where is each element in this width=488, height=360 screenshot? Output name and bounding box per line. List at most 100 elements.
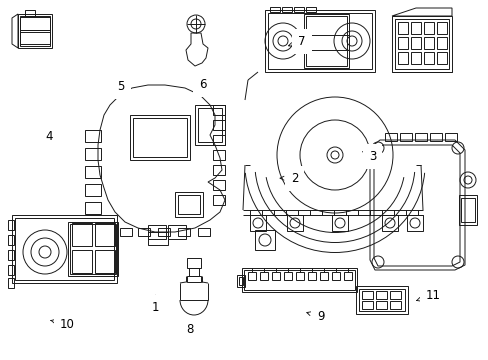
Bar: [271, 272, 280, 280]
Text: 9: 9: [306, 310, 324, 323]
Bar: [381, 215, 397, 231]
Text: 7: 7: [288, 35, 305, 48]
Bar: [307, 272, 315, 280]
Bar: [70, 224, 116, 274]
Bar: [95, 223, 115, 246]
Bar: [247, 272, 256, 280]
Bar: [361, 301, 372, 309]
Text: 3: 3: [362, 150, 376, 163]
Bar: [394, 19, 448, 69]
Bar: [295, 272, 304, 280]
Bar: [249, 215, 265, 231]
Bar: [389, 301, 400, 309]
Bar: [389, 291, 400, 299]
Bar: [355, 286, 407, 314]
Bar: [20, 17, 50, 30]
Bar: [375, 291, 386, 299]
Bar: [213, 120, 224, 130]
Bar: [282, 7, 291, 12]
Text: 4: 4: [45, 130, 53, 143]
Bar: [384, 133, 396, 141]
Text: 10: 10: [51, 318, 74, 330]
Bar: [213, 180, 224, 190]
Bar: [414, 133, 426, 141]
Bar: [242, 268, 356, 292]
Bar: [85, 130, 101, 142]
Bar: [213, 165, 224, 175]
Bar: [460, 198, 474, 222]
Bar: [85, 184, 101, 196]
Bar: [198, 108, 222, 142]
Bar: [264, 10, 374, 72]
Bar: [8, 235, 14, 245]
Bar: [391, 16, 451, 72]
Bar: [213, 150, 224, 160]
Bar: [331, 215, 347, 231]
Bar: [72, 250, 92, 273]
Bar: [18, 14, 52, 48]
Bar: [178, 228, 190, 236]
Bar: [458, 195, 476, 225]
Bar: [244, 270, 354, 290]
Bar: [375, 301, 386, 309]
Bar: [436, 37, 446, 49]
Bar: [305, 7, 315, 12]
Bar: [133, 118, 186, 157]
Bar: [25, 10, 35, 16]
Bar: [361, 291, 372, 299]
Bar: [343, 272, 351, 280]
Bar: [410, 22, 420, 34]
Bar: [406, 215, 422, 231]
Bar: [213, 105, 224, 115]
Bar: [8, 250, 14, 260]
Bar: [397, 37, 407, 49]
Bar: [284, 272, 291, 280]
Bar: [12, 215, 117, 283]
Bar: [410, 52, 420, 64]
Bar: [195, 105, 224, 145]
Bar: [85, 202, 101, 214]
Bar: [20, 32, 50, 44]
Bar: [213, 135, 224, 145]
Bar: [397, 52, 407, 64]
Bar: [267, 13, 371, 69]
Text: 5: 5: [117, 80, 125, 93]
Text: 8: 8: [185, 323, 193, 336]
Text: 2: 2: [280, 172, 298, 185]
Bar: [95, 250, 115, 273]
Bar: [239, 277, 243, 285]
Bar: [305, 16, 346, 66]
Bar: [423, 22, 433, 34]
Bar: [213, 195, 224, 205]
Bar: [148, 225, 165, 239]
Bar: [423, 37, 433, 49]
Bar: [237, 275, 244, 287]
Bar: [20, 16, 50, 46]
Bar: [186, 276, 201, 282]
Bar: [72, 223, 92, 246]
Bar: [138, 228, 150, 236]
Bar: [358, 289, 404, 311]
Bar: [15, 218, 114, 280]
Bar: [8, 278, 14, 288]
Text: 11: 11: [416, 289, 440, 302]
Bar: [175, 192, 203, 217]
Text: 6: 6: [199, 78, 206, 91]
Bar: [293, 7, 304, 12]
Bar: [8, 265, 14, 275]
Bar: [269, 7, 280, 12]
Bar: [158, 228, 170, 236]
Bar: [436, 52, 446, 64]
Bar: [423, 52, 433, 64]
Bar: [254, 230, 274, 250]
Bar: [8, 220, 14, 230]
Bar: [120, 228, 132, 236]
Bar: [304, 14, 348, 68]
Bar: [286, 215, 303, 231]
Bar: [397, 22, 407, 34]
Bar: [399, 133, 411, 141]
Bar: [85, 166, 101, 178]
Bar: [130, 115, 190, 160]
Bar: [410, 37, 420, 49]
Bar: [429, 133, 441, 141]
